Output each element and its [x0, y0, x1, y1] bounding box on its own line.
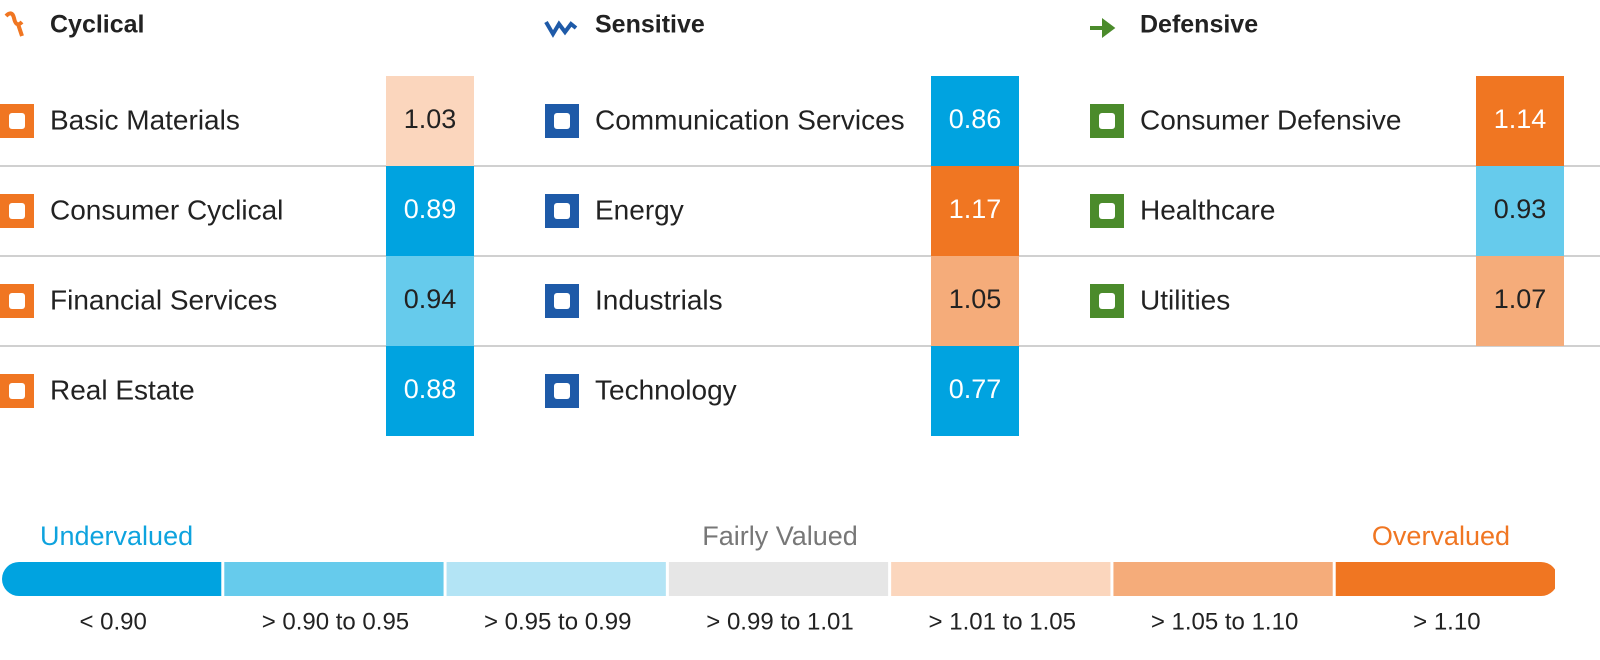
sector-name: Basic Materials — [50, 104, 240, 135]
value-cell — [386, 166, 474, 256]
value-label: 0.77 — [949, 374, 1002, 404]
sector-name: Healthcare — [1140, 194, 1275, 225]
legend-heading: Undervalued — [40, 521, 193, 551]
value-cell — [931, 256, 1019, 346]
cyclical-icon — [4, 11, 24, 37]
value-cell — [386, 256, 474, 346]
value-cell — [386, 346, 474, 436]
legend-bar — [2, 562, 1555, 596]
value-label: 1.17 — [949, 194, 1002, 224]
value-label: 0.89 — [404, 194, 457, 224]
sector-icon-glyph — [554, 203, 570, 219]
sector-name: Energy — [595, 194, 684, 225]
legend-segment — [1335, 562, 1555, 596]
legend-range: > 1.05 to 1.10 — [1151, 608, 1298, 635]
legend-heading: Overvalued — [1372, 521, 1510, 551]
value-label: 0.93 — [1494, 194, 1547, 224]
sector-name: Utilities — [1140, 284, 1230, 315]
value-cell — [931, 346, 1019, 436]
value-label: 0.88 — [404, 374, 457, 404]
legend-range: < 0.90 — [79, 608, 146, 635]
group-title: Sensitive — [595, 11, 705, 39]
sector-name: Industrials — [595, 284, 723, 315]
value-label: 1.07 — [1494, 284, 1547, 314]
group-title: Cyclical — [50, 11, 145, 39]
value-label: 0.86 — [949, 104, 1002, 134]
value-cell — [1476, 256, 1564, 346]
sensitive-icon — [544, 20, 578, 38]
sector-name: Technology — [595, 374, 737, 405]
legend-range: > 0.95 to 0.99 — [484, 608, 631, 635]
legend-heading: Fairly Valued — [702, 521, 858, 551]
value-label: 0.94 — [404, 284, 457, 314]
sector-icon-glyph — [9, 203, 25, 219]
sector-icon-glyph — [554, 293, 570, 309]
sector-icon-glyph — [1099, 203, 1115, 219]
value-cell — [386, 76, 474, 166]
group-title: Defensive — [1140, 11, 1258, 39]
sector-icon-glyph — [9, 293, 25, 309]
legend-range: > 1.01 to 1.05 — [929, 608, 1076, 635]
sector-name: Communication Services — [595, 104, 905, 135]
sector-icon-glyph — [1099, 293, 1115, 309]
defensive-icon — [1090, 18, 1116, 38]
legend-segment — [1113, 562, 1333, 596]
legend-segment — [891, 562, 1111, 596]
sector-icon-glyph — [1099, 113, 1115, 129]
legend-range: > 0.99 to 1.01 — [706, 608, 853, 635]
sector-icon-glyph — [9, 383, 25, 399]
value-label: 1.14 — [1494, 104, 1547, 134]
legend-range: > 0.90 to 0.95 — [262, 608, 409, 635]
legend-segment — [2, 562, 222, 596]
sector-name: Consumer Cyclical — [50, 194, 283, 225]
value-cell — [931, 166, 1019, 256]
sector-icon-glyph — [554, 383, 570, 399]
value-cell — [1476, 76, 1564, 166]
legend-segment — [668, 562, 889, 596]
legend-segment — [224, 562, 444, 596]
legend-segment — [446, 562, 666, 596]
sector-name: Financial Services — [50, 284, 277, 315]
sector-icon-glyph — [9, 113, 25, 129]
value-label: 1.03 — [404, 104, 457, 134]
value-cell — [1476, 166, 1564, 256]
value-label: 1.05 — [949, 284, 1002, 314]
sector-name: Real Estate — [50, 374, 195, 405]
sector-name: Consumer Defensive — [1140, 104, 1401, 135]
sector-icon-glyph — [554, 113, 570, 129]
value-cell — [931, 76, 1019, 166]
legend-range: > 1.10 — [1413, 608, 1480, 635]
